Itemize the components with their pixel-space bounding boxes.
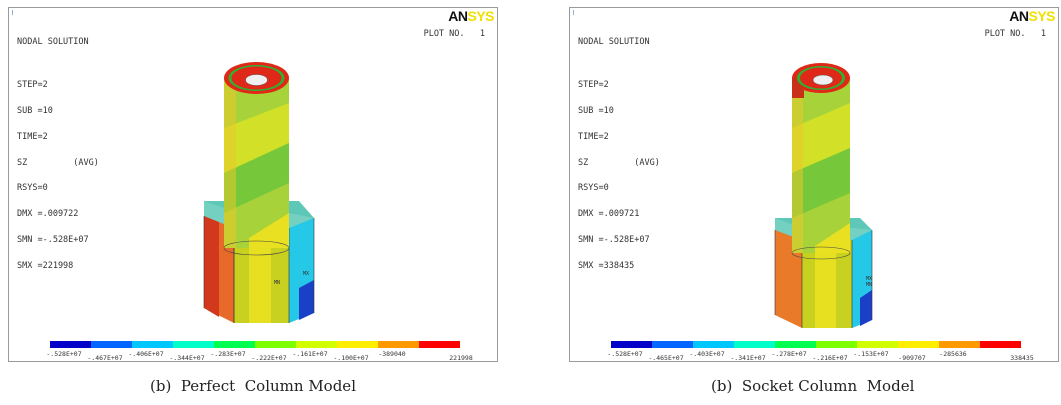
info-line: SUB =10 [578, 105, 614, 116]
shaft-band-2 [224, 143, 289, 213]
legend-swatch [734, 341, 775, 348]
legend-swatch [652, 341, 693, 348]
legend-swatch [693, 341, 734, 348]
column-model-render: MX MN [774, 63, 873, 328]
legend-swatch [255, 341, 296, 348]
color-legend-bar [50, 341, 460, 348]
base-left-face [775, 230, 802, 328]
shaft-band-3 [249, 213, 289, 248]
base-right-dark [860, 290, 872, 326]
window-marker [573, 10, 574, 15]
plot-number: PLOT NO. 1 [423, 29, 485, 39]
caption-socket-column: (b) Socket Column Model [711, 377, 915, 395]
top-hole [812, 74, 834, 86]
info-line: TIME=2 [17, 131, 48, 142]
shaft-band-2 [792, 148, 850, 218]
info-line: RSYS=0 [578, 183, 609, 194]
info-line: NODAL SOLUTION [578, 37, 650, 48]
contour-plot-perfect-column: ANSYS PLOT NO. 1 NODAL SOLUTION STEP=2 S… [8, 7, 498, 362]
legend-swatch [980, 341, 1021, 348]
top-hole [245, 74, 268, 86]
shaft-bottom-ring [223, 240, 290, 256]
caption-perfect-column: (b) Perfect Column Model [150, 377, 356, 395]
contour-plot-socket-column: ANSYS PLOT NO. 1 NODAL SOLUTION STEP=2 S… [569, 7, 1059, 362]
info-line: SUB =10 [17, 105, 53, 116]
legend-swatch [173, 341, 214, 348]
mn-marker: MN [866, 282, 872, 288]
legend-swatch [419, 341, 460, 348]
info-line: STEP=2 [17, 80, 48, 91]
legend-swatch [898, 341, 939, 348]
shaft-left-shade [224, 78, 236, 248]
base-front-band [815, 240, 836, 328]
legend-swatch [611, 341, 652, 348]
mn-marker: MN [274, 280, 280, 286]
info-line: TIME=2 [578, 131, 609, 142]
solution-info: NODAL SOLUTION STEP=2 SUB =10 TIME=2 SZ … [17, 21, 99, 287]
legend-swatch [775, 341, 816, 348]
plot-number: PLOT NO. 1 [984, 29, 1046, 39]
legend-swatch [816, 341, 857, 348]
shaft-left-shade [792, 78, 803, 253]
info-line: SMX =338435 [578, 260, 635, 271]
info-line: STEP=2 [578, 80, 609, 91]
legend-swatch [939, 341, 980, 348]
info-line: NODAL SOLUTION [17, 37, 89, 48]
legend-swatch [337, 341, 378, 348]
legend-swatch [91, 341, 132, 348]
ansys-logo: ANSYS [1009, 8, 1055, 24]
info-line: RSYS=0 [17, 183, 48, 194]
info-line: DMX =.009722 [17, 209, 79, 220]
shaft-band-1 [224, 103, 289, 173]
info-line: SZ (AVG) [578, 157, 660, 168]
ansys-logo: ANSYS [448, 8, 494, 24]
legend-swatch [214, 341, 255, 348]
base-front-band [249, 228, 271, 323]
solution-info: NODAL SOLUTION STEP=2 SUB =10 TIME=2 SZ … [578, 21, 660, 287]
mx-marker: MX [303, 271, 309, 277]
legend-swatch [50, 341, 91, 348]
legend-swatch [132, 341, 173, 348]
mx-marker: MX [866, 276, 872, 282]
legend-swatch [378, 341, 419, 348]
base-left-strip [204, 216, 219, 317]
info-line: SZ (AVG) [17, 157, 99, 168]
color-legend-bar [611, 341, 1021, 348]
shaft-band-1 [792, 103, 850, 173]
column-model-render: MX MN [203, 62, 315, 323]
info-line: SMN =-.528E+07 [17, 234, 89, 245]
legend-swatch [296, 341, 337, 348]
info-line: SMX =221998 [17, 260, 74, 271]
legend-swatch [857, 341, 898, 348]
base-right-dark [299, 280, 314, 320]
info-line: DMX =.009721 [578, 209, 640, 220]
window-marker [12, 10, 13, 15]
shaft-bottom-ring [791, 246, 851, 260]
shaft-band-3 [815, 223, 850, 253]
info-line: SMN =-.528E+07 [578, 234, 650, 245]
